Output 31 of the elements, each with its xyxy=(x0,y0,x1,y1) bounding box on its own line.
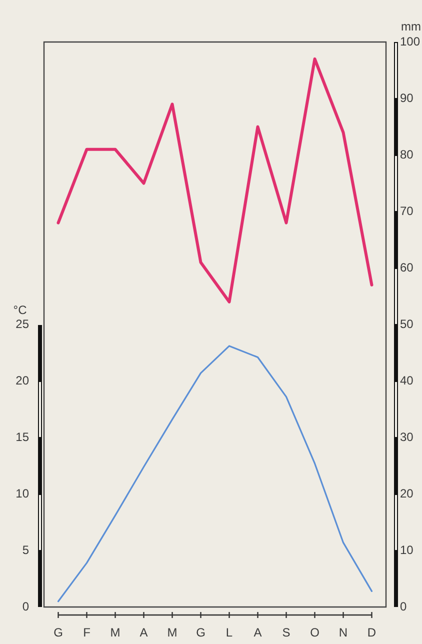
x-tick-label: A xyxy=(254,626,262,640)
y2-tick-label: 40 xyxy=(400,373,414,388)
y2-tick-label: 0 xyxy=(400,599,407,614)
x-tick-label: A xyxy=(140,626,148,640)
x-tick-label: G xyxy=(54,626,63,640)
y2-tick-label: 60 xyxy=(400,260,414,274)
x-tick-label: O xyxy=(310,626,320,640)
y2-tick-label: 50 xyxy=(400,316,414,331)
x-tick-label: M xyxy=(110,626,120,640)
y2-axis-title: mm xyxy=(401,19,421,34)
y-tick-label: 5 xyxy=(22,542,30,557)
x-tick-label: N xyxy=(338,626,348,640)
y-tick-label: 0 xyxy=(22,599,30,614)
x-tick-label: F xyxy=(83,626,90,640)
y-tick-label: 25 xyxy=(16,316,30,331)
x-tick-label: M xyxy=(167,626,178,640)
y2-tick-label: 30 xyxy=(400,430,414,444)
y-axis-title: °C xyxy=(13,302,28,317)
y-tick-label: 15 xyxy=(16,430,30,444)
y2-tick-label: 20 xyxy=(400,486,414,500)
y-tick-label: 20 xyxy=(16,373,30,388)
y2-tick-label: 90 xyxy=(400,90,414,105)
y2-tick-label: 70 xyxy=(400,204,414,218)
y2-tick-label: 80 xyxy=(400,147,414,162)
x-tick-label: D xyxy=(367,626,376,640)
y2-tick-label: 100 xyxy=(400,34,420,48)
x-tick-label: L xyxy=(226,626,233,640)
y-tick-label: 10 xyxy=(16,486,30,500)
y2-tick-label: 10 xyxy=(400,542,414,557)
x-tick-label: S xyxy=(282,626,290,640)
x-tick-label: G xyxy=(196,626,206,640)
